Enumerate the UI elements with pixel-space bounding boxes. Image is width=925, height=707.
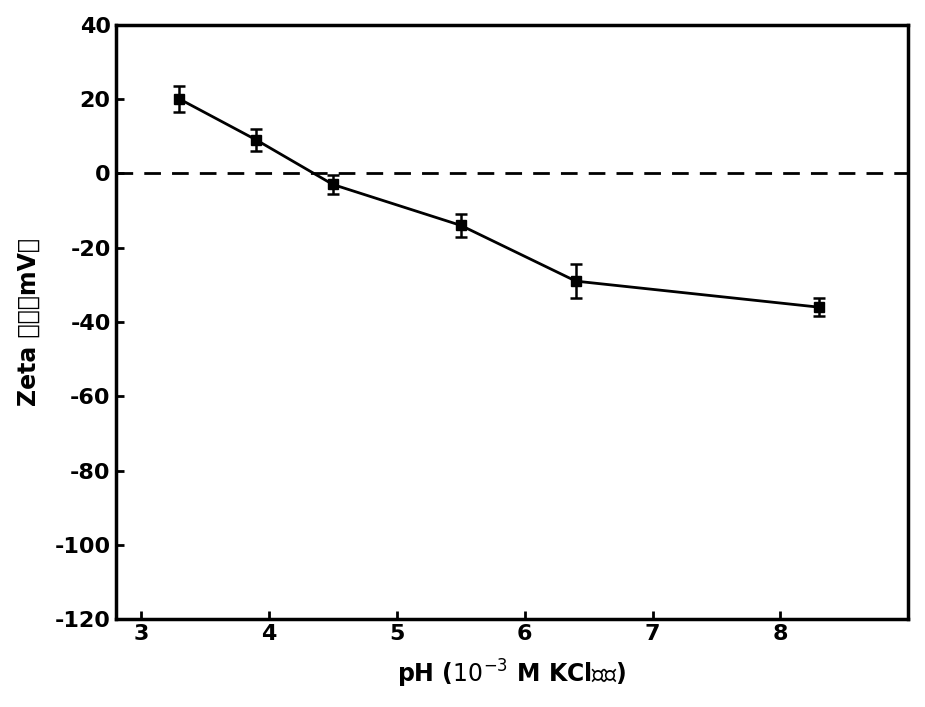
- Y-axis label: Zeta 电位（mV）: Zeta 电位（mV）: [17, 238, 41, 406]
- X-axis label: pH ($10^{-3}$ M KCl溶液): pH ($10^{-3}$ M KCl溶液): [398, 658, 626, 690]
